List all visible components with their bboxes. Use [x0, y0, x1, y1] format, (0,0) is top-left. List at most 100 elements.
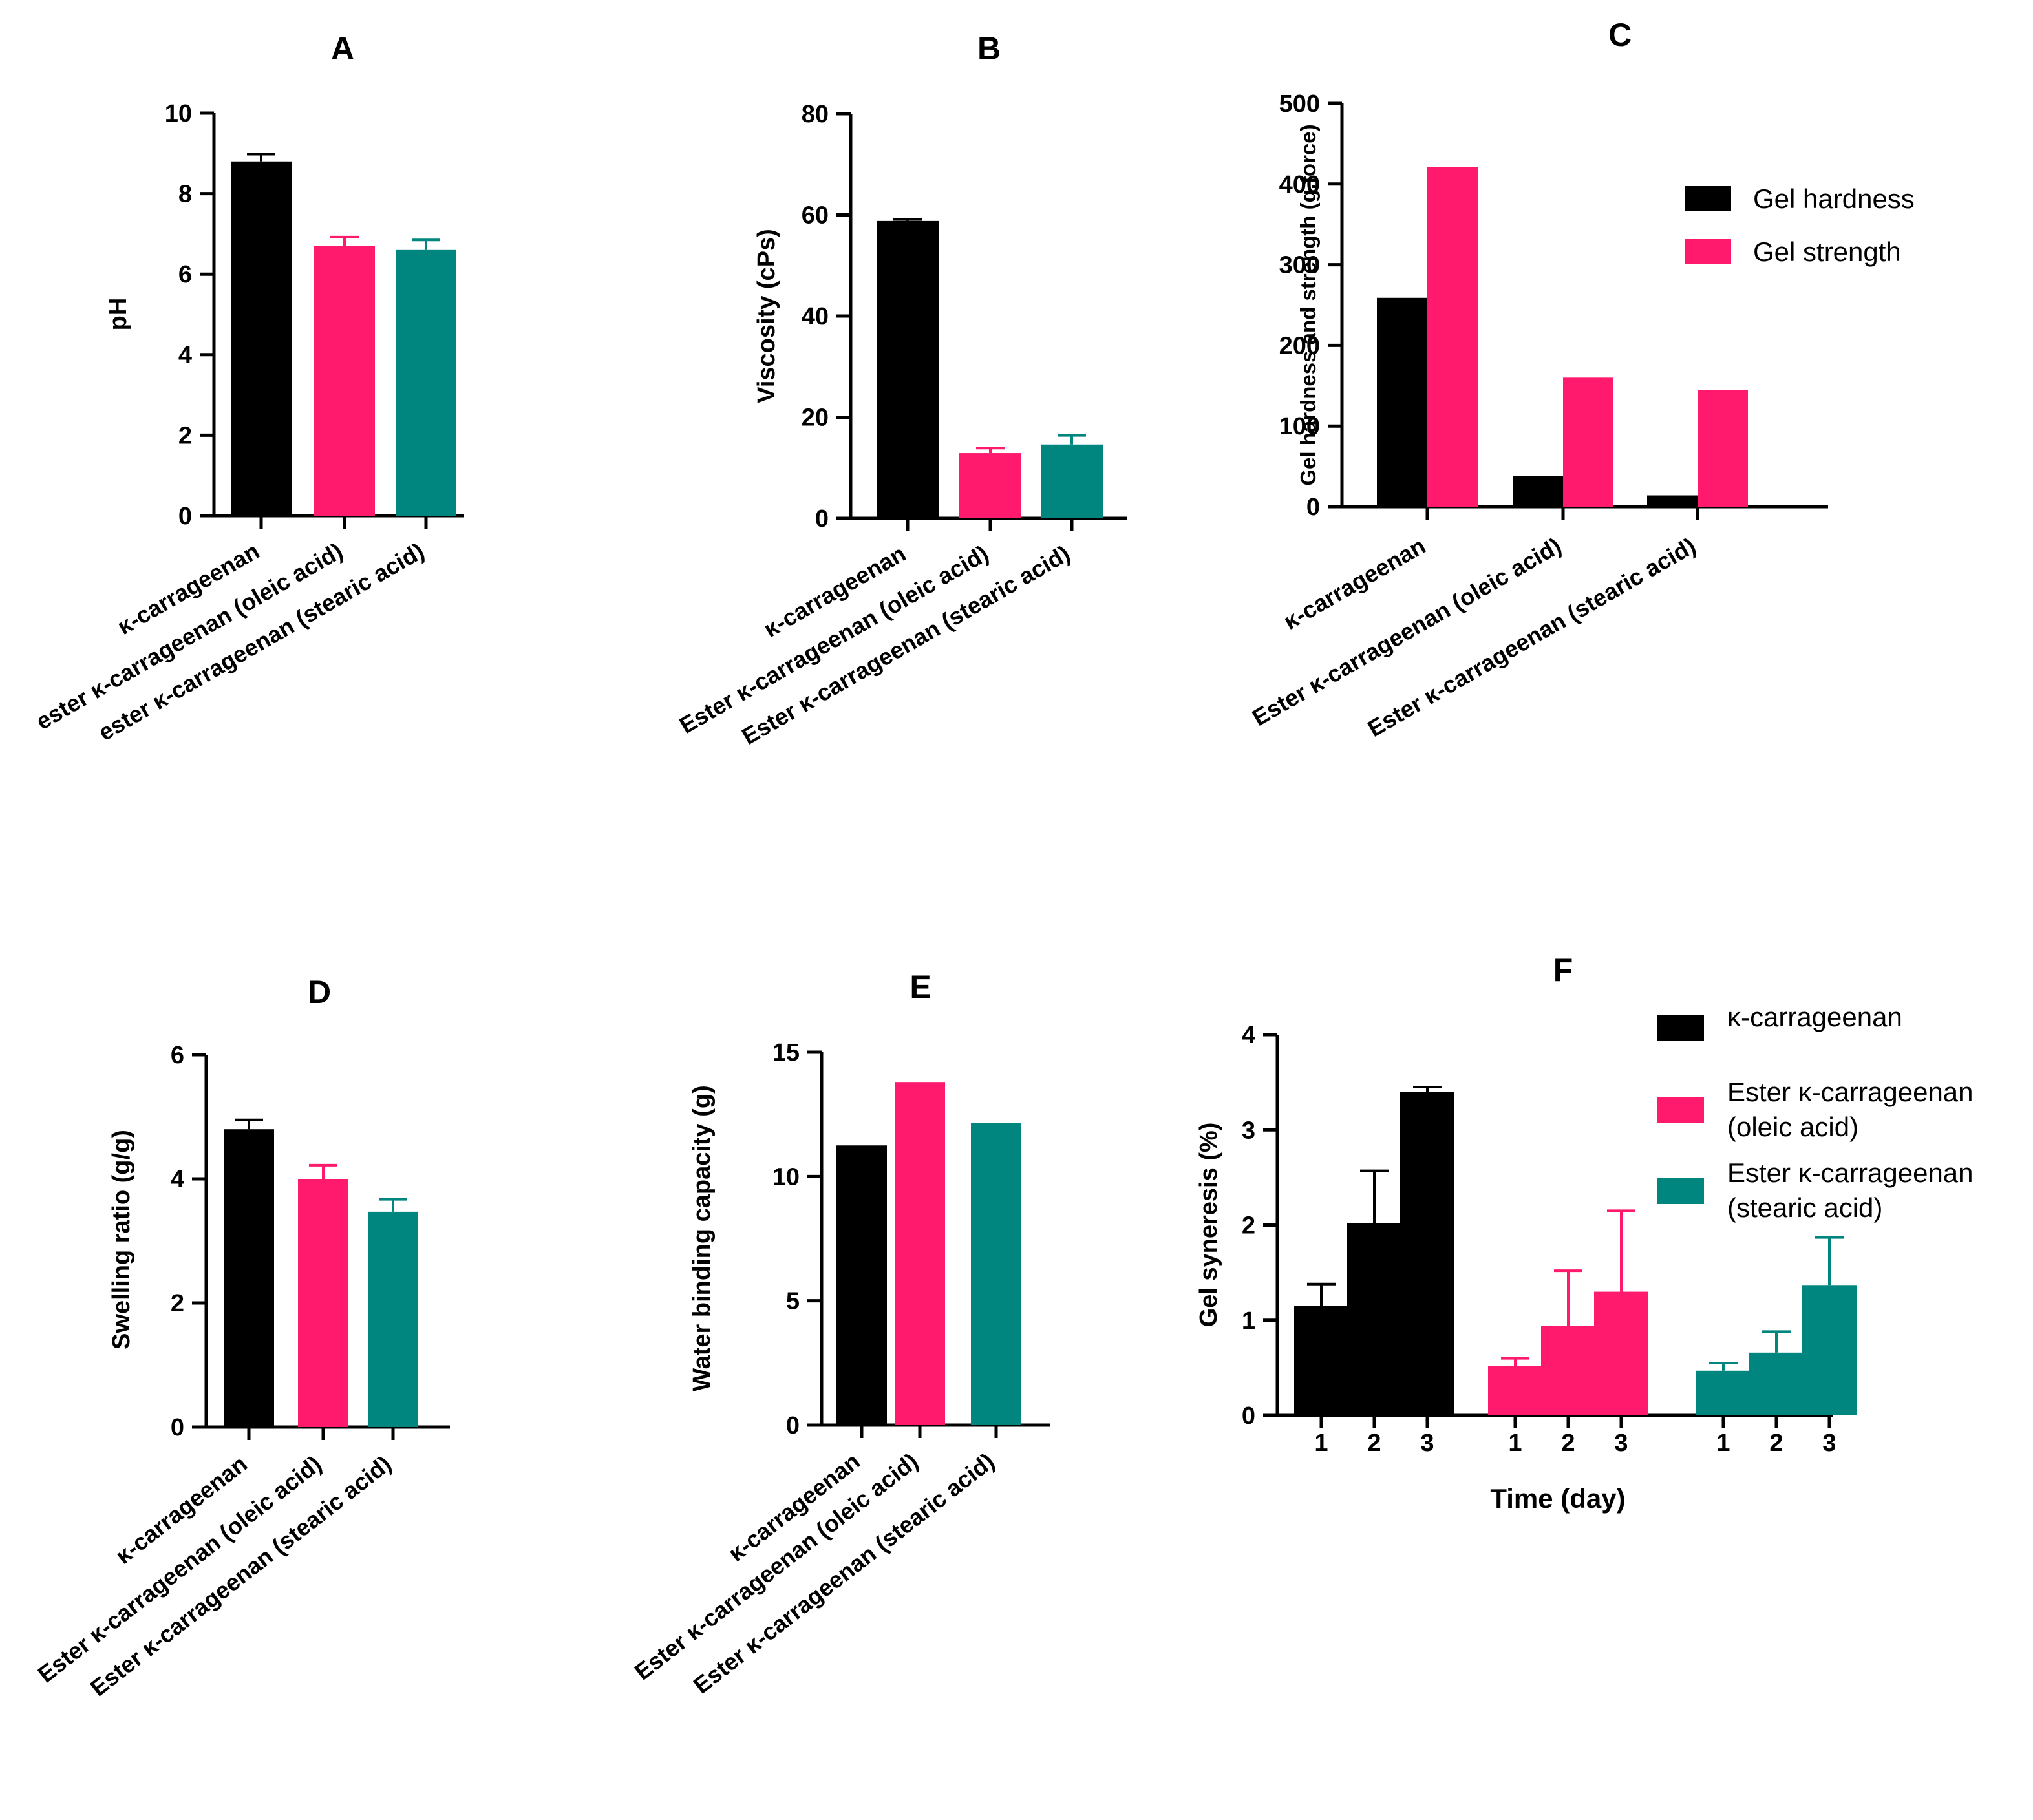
panel-title: F [1553, 952, 1573, 988]
y-tick-label: 15 [772, 1039, 800, 1066]
bar [1698, 390, 1748, 507]
category-label: ester κ-carrageenan (oleic acid) [32, 537, 347, 735]
y-tick-label: 0 [1242, 1402, 1255, 1430]
legend-label: Gel hardness [1753, 184, 1915, 214]
category-label: Ester κ-carrageenan (oleic acid) [630, 1448, 923, 1685]
category-label: Ester κ-carrageenan (oleic acid) [675, 540, 993, 739]
y-tick-label: 2 [1242, 1212, 1255, 1240]
panel-title: C [1608, 17, 1632, 53]
bar [1041, 444, 1103, 518]
bar [1427, 167, 1478, 507]
bar [1400, 1092, 1454, 1415]
bar [1377, 297, 1427, 507]
bar [959, 453, 1021, 518]
legend-swatch [1657, 1015, 1704, 1041]
bar [1647, 495, 1698, 507]
y-tick-label: 6 [171, 1042, 184, 1069]
x-tick-label: 2 [1769, 1430, 1783, 1457]
legend-swatch [1685, 239, 1731, 264]
bar [1802, 1285, 1857, 1415]
x-tick-label: 2 [1367, 1430, 1381, 1457]
panel-title: B [977, 30, 1001, 67]
y-tick-label: 60 [802, 202, 829, 229]
x-tick-label: 3 [1420, 1430, 1434, 1457]
legend: Gel hardness Gel strength [1685, 184, 1915, 267]
y-tick-label: 5 [786, 1288, 800, 1315]
category-label: Ester κ-carrageenan (oleic acid) [33, 1450, 326, 1688]
y-tick-label: 0 [786, 1412, 800, 1439]
bar [298, 1179, 348, 1427]
panel-title: D [308, 974, 331, 1010]
category-label: ester κ-carrageenan (stearic acid) [94, 537, 429, 746]
bar [231, 161, 292, 516]
y-tick-label: 300 [1279, 252, 1320, 279]
bar [1594, 1291, 1648, 1415]
panel-title: E [910, 969, 931, 1005]
x-tick-label: 1 [1314, 1430, 1328, 1457]
legend-label: Ester κ-carrageenan [1727, 1158, 1974, 1188]
y-tick-label: 80 [802, 101, 829, 128]
legend: κ-carrageenan Ester κ-carrageenan (oleic a… [1657, 1002, 1974, 1223]
y-tick-label: 6 [178, 261, 192, 288]
y-tick-label: 4 [1242, 1022, 1255, 1049]
x-axis-label: Time (day) [1490, 1483, 1625, 1514]
bar [314, 246, 375, 516]
y-axis-label: pH [105, 298, 132, 331]
y-axis-label: Gel hardness and strength (g.force) [1296, 124, 1320, 485]
y-tick-label: 1 [1242, 1307, 1255, 1335]
legend-label-line2: (stearic acid) [1727, 1192, 1882, 1223]
y-tick-label: 500 [1279, 90, 1320, 118]
y-tick-label: 2 [171, 1290, 184, 1317]
bar [1563, 377, 1613, 507]
y-tick-label: 0 [171, 1414, 184, 1441]
category-label: Ester κ-carrageenan (stearic acid) [85, 1450, 396, 1701]
category-label: Ester κ-carrageenan (stearic acid) [738, 540, 1074, 750]
y-tick-label: 10 [772, 1163, 800, 1190]
bar [1347, 1223, 1401, 1415]
legend-label-line2: (oleic acid) [1727, 1112, 1858, 1142]
x-tick-label: 1 [1508, 1430, 1522, 1457]
y-tick-label: 4 [178, 342, 192, 369]
legend-swatch [1657, 1097, 1704, 1123]
legend-label: Gel strength [1753, 237, 1901, 267]
bar [1294, 1306, 1348, 1415]
chart-panel-f: 0 1 2 3 4 F Gel syneresis (%) 1 2 3 1 2 3 1 2 3 Time (da… [1195, 952, 1974, 1514]
y-tick-label: 400 [1279, 171, 1320, 198]
y-tick-label: 40 [802, 303, 829, 330]
bar [877, 220, 939, 518]
bar [1749, 1352, 1804, 1415]
x-tick-label: 2 [1561, 1430, 1575, 1457]
bar [895, 1082, 945, 1425]
bar [1513, 476, 1563, 507]
panel-title: A [331, 30, 354, 67]
bar [1541, 1326, 1595, 1415]
y-axis-label: Water binding capacity (g) [688, 1085, 716, 1391]
legend-label: κ-carrageenan [1727, 1002, 1902, 1032]
y-tick-label: 10 [165, 100, 192, 127]
y-tick-label: 200 [1279, 332, 1320, 359]
bar [368, 1211, 418, 1427]
x-tick-label: 3 [1614, 1430, 1628, 1457]
x-tick-label: 1 [1716, 1430, 1730, 1457]
y-tick-label: 2 [178, 422, 192, 449]
bar [224, 1129, 274, 1427]
bar [836, 1145, 887, 1425]
y-tick-label: 0 [815, 505, 829, 533]
y-tick-label: 20 [802, 405, 829, 432]
x-tick-label: 3 [1822, 1430, 1836, 1457]
y-axis-label: Swelling ratio (g/g) [108, 1130, 135, 1349]
y-tick-label: 0 [1306, 494, 1320, 521]
legend-swatch [1685, 186, 1731, 211]
category-label: Ester κ-carrageenan (stearic acid) [688, 1448, 999, 1698]
bar [971, 1123, 1021, 1425]
bar [396, 249, 456, 516]
y-tick-label: 100 [1279, 413, 1320, 440]
y-axis-label: Gel syneresis (%) [1195, 1123, 1222, 1328]
bar [1696, 1370, 1751, 1415]
bar [1488, 1366, 1542, 1415]
y-tick-label: 8 [178, 181, 192, 208]
